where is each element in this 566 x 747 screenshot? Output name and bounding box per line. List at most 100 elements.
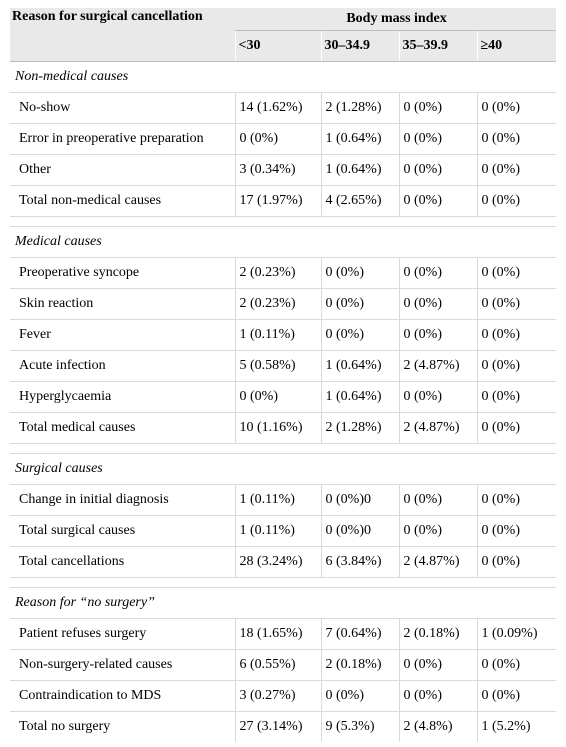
row-value: 0 (0%) (320, 288, 399, 320)
row-value: 2 (0.23%) (234, 257, 321, 289)
row-label: Total cancellations (10, 546, 235, 578)
row-value: 2 (1.28%) (320, 92, 399, 124)
row-label: Total non-medical causes (10, 185, 235, 217)
table-row: Total medical causes 10 (1.16%) 2 (1.28%) 2… (10, 412, 557, 444)
table-row: Change in initial diagnosis 1 (0.11%) 0 (0… (10, 484, 557, 516)
header-col-30-34: 30–34.9 (320, 30, 399, 62)
row-value: 0 (0%)0 (320, 484, 399, 516)
row-value: 0 (0%) (398, 319, 477, 351)
row-value: 6 (3.84%) (320, 546, 399, 578)
row-value: 0 (0%) (476, 546, 557, 578)
row-value: 0 (0%) (476, 154, 557, 186)
row-value: 28 (3.24%) (234, 546, 321, 578)
spacer-cell (10, 443, 557, 454)
row-value: 2 (4.87%) (398, 412, 477, 444)
table-row: Non-surgery-related causes 6 (0.55%) 2 (0.… (10, 649, 557, 681)
row-value: 0 (0%) (476, 257, 557, 289)
row-label: Skin reaction (10, 288, 235, 320)
row-value: 1 (0.11%) (234, 484, 321, 516)
table-row: Total cancellations 28 (3.24%) 6 (3.84%) 2 … (10, 546, 557, 578)
header-reason: Reason for surgical cancellation (10, 8, 235, 62)
table-row: Acute infection 5 (0.58%) 1 (0.64%) 2 (4.87… (10, 350, 557, 382)
row-value: 0 (0%) (320, 319, 399, 351)
row-value: 27 (3.14%) (234, 711, 321, 742)
row-value: 4 (2.65%) (320, 185, 399, 217)
row-value: 2 (4.8%) (398, 711, 477, 742)
row-value: 0 (0%) (476, 350, 557, 382)
row-label: Fever (10, 319, 235, 351)
row-value: 0 (0%) (476, 92, 557, 124)
row-value: 2 (4.87%) (398, 546, 477, 578)
row-value: 0 (0%) (398, 515, 477, 547)
row-value: 1 (0.11%) (234, 319, 321, 351)
section-title: Medical causes (10, 226, 557, 258)
row-value: 0 (0%) (398, 288, 477, 320)
row-value: 2 (0.18%) (320, 649, 399, 681)
header-row-top: Reason for surgical cancellation Body ma… (10, 8, 557, 62)
table-row: Hyperglycaemia 0 (0%) 1 (0.64%) 0 (0%) 0 (0%… (10, 381, 557, 413)
row-value: 0 (0%) (398, 381, 477, 413)
row-value: 0 (0%) (476, 484, 557, 516)
row-value: 9 (5.3%) (320, 711, 399, 742)
row-label: Error in preoperative preparation (10, 123, 235, 155)
row-value: 18 (1.65%) (234, 618, 321, 650)
table-header: Reason for surgical cancellation Body ma… (10, 8, 557, 62)
row-value: 2 (0.18%) (398, 618, 477, 650)
table-row: Other 3 (0.34%) 1 (0.64%) 0 (0%) 0 (0%) (10, 154, 557, 186)
row-value: 0 (0%) (476, 185, 557, 217)
row-value: 7 (0.64%) (320, 618, 399, 650)
row-label: Total surgical causes (10, 515, 235, 547)
row-value: 17 (1.97%) (234, 185, 321, 217)
row-label: Hyperglycaemia (10, 381, 235, 413)
row-label: No-show (10, 92, 235, 124)
table-body: Non-medical causes No-show 14 (1.62%) 2 (1.… (10, 61, 557, 742)
table-row: Total non-medical causes 17 (1.97%) 4 (2.6… (10, 185, 557, 217)
row-value: 1 (0.64%) (320, 123, 399, 155)
row-value: 0 (0%) (320, 680, 399, 712)
spacer-cell (10, 577, 557, 588)
row-value: 6 (0.55%) (234, 649, 321, 681)
row-value: 0 (0%) (476, 123, 557, 155)
row-value: 2 (4.87%) (398, 350, 477, 382)
row-value: 1 (5.2%) (476, 711, 557, 742)
row-value: 0 (0%)0 (320, 515, 399, 547)
row-value: 5 (0.58%) (234, 350, 321, 382)
row-label: Non-surgery-related causes (10, 649, 235, 681)
row-value: 3 (0.34%) (234, 154, 321, 186)
row-value: 0 (0%) (476, 381, 557, 413)
row-value: 0 (0%) (320, 257, 399, 289)
row-value: 14 (1.62%) (234, 92, 321, 124)
row-value: 1 (0.64%) (320, 154, 399, 186)
row-label: Preoperative syncope (10, 257, 235, 289)
header-col-40-plus: ≥40 (476, 30, 557, 62)
row-value: 0 (0%) (476, 288, 557, 320)
header-col-35-39: 35–39.9 (398, 30, 477, 62)
row-value: 0 (0%) (234, 123, 321, 155)
row-value: 0 (0%) (476, 412, 557, 444)
table-row: Preoperative syncope 2 (0.23%) 0 (0%) 0 (0%… (10, 257, 557, 289)
section-title: Surgical causes (10, 453, 557, 485)
table-row: Error in preoperative preparation 0 (0%) 1… (10, 123, 557, 155)
row-value: 0 (0%) (398, 257, 477, 289)
row-label: Contraindication to MDS (10, 680, 235, 712)
section-row: Medical causes (10, 226, 557, 258)
header-row-columns: <30 30–34.9 35–39.9 ≥40 (10, 30, 557, 62)
row-value: 1 (0.64%) (320, 350, 399, 382)
table-row: Contraindication to MDS 3 (0.27%) 0 (0%) 0 … (10, 680, 557, 712)
section-spacer (10, 216, 557, 227)
header-col-under-30: <30 (234, 30, 321, 62)
row-label: Change in initial diagnosis (10, 484, 235, 516)
row-value: 10 (1.16%) (234, 412, 321, 444)
row-value: 3 (0.27%) (234, 680, 321, 712)
row-value: 0 (0%) (398, 484, 477, 516)
section-title: Non-medical causes (10, 61, 557, 93)
table-row: Fever 1 (0.11%) 0 (0%) 0 (0%) 0 (0%) (10, 319, 557, 351)
row-value: 0 (0%) (398, 123, 477, 155)
row-value: 0 (0%) (476, 680, 557, 712)
row-value: 0 (0%) (398, 92, 477, 124)
table-row: No-show 14 (1.62%) 2 (1.28%) 0 (0%) 0 (0%) (10, 92, 557, 124)
section-spacer (10, 577, 557, 588)
table-row: Patient refuses surgery 18 (1.65%) 7 (0.64… (10, 618, 557, 650)
row-value: 0 (0%) (398, 649, 477, 681)
section-row: Reason for “no surgery” (10, 587, 557, 619)
